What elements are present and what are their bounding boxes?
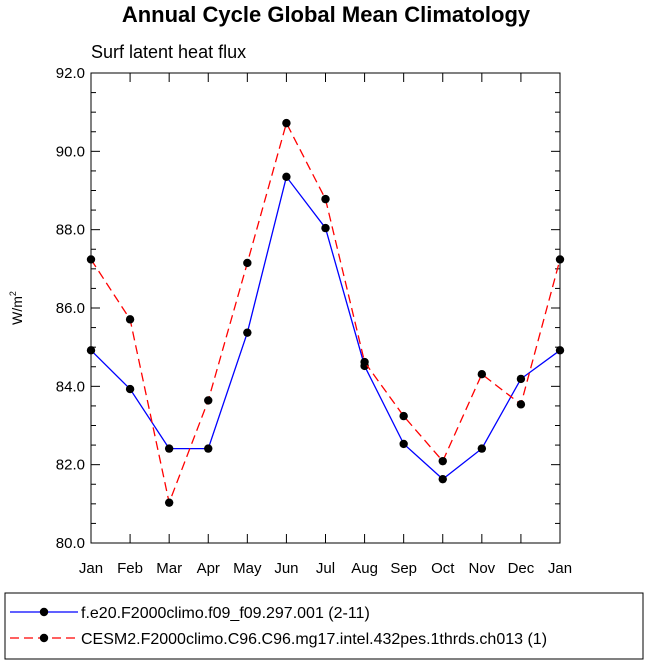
y-axis-label-exponent: 2 <box>8 291 18 296</box>
data-point-series-1 <box>516 374 526 384</box>
x-tick-label: Sep <box>390 560 417 577</box>
data-point-series-1 <box>399 439 408 449</box>
legend-marker-2 <box>39 633 49 643</box>
legend-marker-1 <box>39 607 49 617</box>
plot-area: 80.0 82.0 84.0 86.0 88.0 90.0 92.0 Jan Feb Mar Apr… <box>56 65 572 577</box>
y-tick-label: 84.0 <box>56 378 85 395</box>
data-point-series-1 <box>164 444 174 453</box>
data-point-series-2 <box>360 357 369 367</box>
x-tick-label: Jan <box>79 560 103 577</box>
data-point-series-2 <box>86 255 96 264</box>
legend-box <box>4 592 644 660</box>
y-tick-label: 86.0 <box>56 300 85 317</box>
y-axis-label: W/m2 <box>8 291 25 325</box>
y-tick-label: 80.0 <box>56 535 85 552</box>
x-tick-label: May <box>233 560 262 577</box>
data-point-series-1 <box>555 346 565 355</box>
legend-label-1: f.e20.F2000climo.f09_f09.297.001 (2-11) <box>81 605 370 622</box>
data-point-series-2 <box>321 194 330 204</box>
data-point-series-1 <box>477 444 487 453</box>
data-point-series-2 <box>477 369 487 379</box>
data-point-series-2 <box>282 118 291 128</box>
data-point-series-2 <box>204 396 213 405</box>
y-axis-label-unit: W/m <box>9 296 25 325</box>
data-point-series-1 <box>282 172 291 181</box>
data-point-series-1 <box>438 474 447 484</box>
x-tick-label: Aug <box>351 560 378 577</box>
data-point-series-1 <box>125 384 135 394</box>
legend-label-2: CESM2.F2000climo.C96.C96.mg17.intel.432p… <box>81 631 547 648</box>
series-line-1 <box>90 175 561 481</box>
chart-title: Annual Cycle Global Mean Climatology <box>122 2 531 27</box>
chart-subtitle: Surf latent heat flux <box>91 42 246 62</box>
x-tick-label: Mar <box>156 560 182 577</box>
x-tick-label: Dec <box>508 560 535 577</box>
x-tick-label: Jul <box>316 560 335 577</box>
data-point-series-2 <box>555 255 565 264</box>
plot-frame <box>90 72 561 544</box>
legend: f.e20.F2000climo.f09_f09.297.001 (2-11) C… <box>10 605 547 648</box>
data-point-series-1 <box>321 223 330 233</box>
x-tick-label: Jan <box>548 560 572 577</box>
data-point-series-2 <box>164 498 174 507</box>
data-point-series-1 <box>243 328 252 337</box>
x-tick-label: Oct <box>431 560 455 577</box>
data-point-series-1 <box>86 346 96 355</box>
svg-text:W/m2: W/m2 <box>8 291 25 325</box>
data-point-series-2 <box>438 456 447 466</box>
y-tick-label: 88.0 <box>56 222 85 239</box>
data-point-series-1 <box>204 444 213 453</box>
y-tick-label: 82.0 <box>56 457 85 474</box>
x-tick-label: Apr <box>197 560 220 577</box>
y-tick-label: 90.0 <box>56 143 85 160</box>
y-tick-label: 92.0 <box>56 65 85 82</box>
series-line-2 <box>90 121 561 505</box>
data-point-series-2 <box>399 411 408 421</box>
data-point-series-2 <box>243 258 252 268</box>
data-point-series-2 <box>516 400 526 409</box>
data-point-series-2 <box>125 315 135 324</box>
x-tick-label: Feb <box>117 560 143 577</box>
x-tick-label: Jun <box>274 560 298 577</box>
x-tick-label: Nov <box>468 560 495 577</box>
